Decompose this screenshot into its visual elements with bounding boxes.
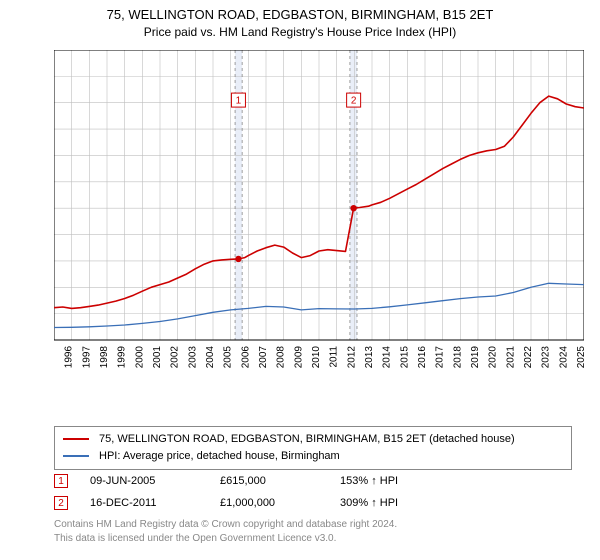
svg-text:1998: 1998 <box>99 346 110 369</box>
svg-text:2025: 2025 <box>576 346 584 369</box>
svg-text:1995: 1995 <box>54 346 57 369</box>
chart-area: £0£200K£400K£600K£800K£1M£1.2M£1.4M£1.6M… <box>54 50 584 380</box>
svg-text:2001: 2001 <box>152 346 163 369</box>
svg-text:2016: 2016 <box>417 346 428 369</box>
legend-swatch-hpi <box>63 455 89 457</box>
legend-row-hpi: HPI: Average price, detached house, Birm… <box>63 448 563 465</box>
svg-text:2000: 2000 <box>134 346 145 369</box>
sale-rows: 1 09-JUN-2005 £615,000 153% ↑ HPI 2 16-D… <box>54 470 574 514</box>
sale-1-date: 09-JUN-2005 <box>90 475 220 487</box>
svg-text:1999: 1999 <box>117 346 128 369</box>
svg-text:2005: 2005 <box>223 346 234 369</box>
title-main: 75, WELLINGTON ROAD, EDGBASTON, BIRMINGH… <box>0 6 600 24</box>
svg-text:2002: 2002 <box>170 346 181 369</box>
sale-marker-2-icon: 2 <box>54 496 68 510</box>
svg-text:2021: 2021 <box>505 346 516 369</box>
legend-swatch-property <box>63 438 89 440</box>
sale-row-1: 1 09-JUN-2005 £615,000 153% ↑ HPI <box>54 470 574 492</box>
sale-row-2: 2 16-DEC-2011 £1,000,000 309% ↑ HPI <box>54 492 574 514</box>
svg-text:2017: 2017 <box>435 346 446 369</box>
svg-text:2024: 2024 <box>558 346 569 369</box>
svg-text:2022: 2022 <box>523 346 534 369</box>
sale-1-hpi: 153% ↑ HPI <box>340 475 460 487</box>
svg-text:2018: 2018 <box>452 346 463 369</box>
sale-2-hpi: 309% ↑ HPI <box>340 497 460 509</box>
sale-2-price: £1,000,000 <box>220 497 340 509</box>
svg-text:2013: 2013 <box>364 346 375 369</box>
sale-2-date: 16-DEC-2011 <box>90 497 220 509</box>
svg-text:1: 1 <box>236 96 242 107</box>
title-sub: Price paid vs. HM Land Registry's House … <box>0 24 600 40</box>
svg-text:2006: 2006 <box>240 346 251 369</box>
svg-text:2019: 2019 <box>470 346 481 369</box>
legend-label-hpi: HPI: Average price, detached house, Birm… <box>99 448 340 465</box>
svg-text:2009: 2009 <box>293 346 304 369</box>
svg-text:2004: 2004 <box>205 346 216 369</box>
footer-line-2: This data is licensed under the Open Gov… <box>54 532 397 546</box>
chart-container: 75, WELLINGTON ROAD, EDGBASTON, BIRMINGH… <box>0 0 600 560</box>
svg-text:2011: 2011 <box>329 346 340 368</box>
svg-text:2014: 2014 <box>382 346 393 369</box>
svg-text:2003: 2003 <box>187 346 198 369</box>
footer-line-1: Contains HM Land Registry data © Crown c… <box>54 518 397 532</box>
svg-text:1996: 1996 <box>64 346 75 369</box>
title-block: 75, WELLINGTON ROAD, EDGBASTON, BIRMINGH… <box>0 0 600 40</box>
svg-text:2020: 2020 <box>488 346 499 369</box>
svg-text:2: 2 <box>351 96 357 107</box>
svg-text:2008: 2008 <box>276 346 287 369</box>
svg-text:2007: 2007 <box>258 346 269 369</box>
legend-row-property: 75, WELLINGTON ROAD, EDGBASTON, BIRMINGH… <box>63 431 563 448</box>
svg-text:2010: 2010 <box>311 346 322 369</box>
sale-1-price: £615,000 <box>220 475 340 487</box>
footer: Contains HM Land Registry data © Crown c… <box>54 518 397 545</box>
svg-text:1997: 1997 <box>81 346 92 369</box>
svg-text:2023: 2023 <box>541 346 552 369</box>
chart-svg: £0£200K£400K£600K£800K£1M£1.2M£1.4M£1.6M… <box>54 50 584 380</box>
svg-text:2015: 2015 <box>399 346 410 369</box>
legend-label-property: 75, WELLINGTON ROAD, EDGBASTON, BIRMINGH… <box>99 431 515 448</box>
svg-text:2012: 2012 <box>346 346 357 369</box>
legend-box: 75, WELLINGTON ROAD, EDGBASTON, BIRMINGH… <box>54 426 572 470</box>
sale-marker-1-icon: 1 <box>54 474 68 488</box>
